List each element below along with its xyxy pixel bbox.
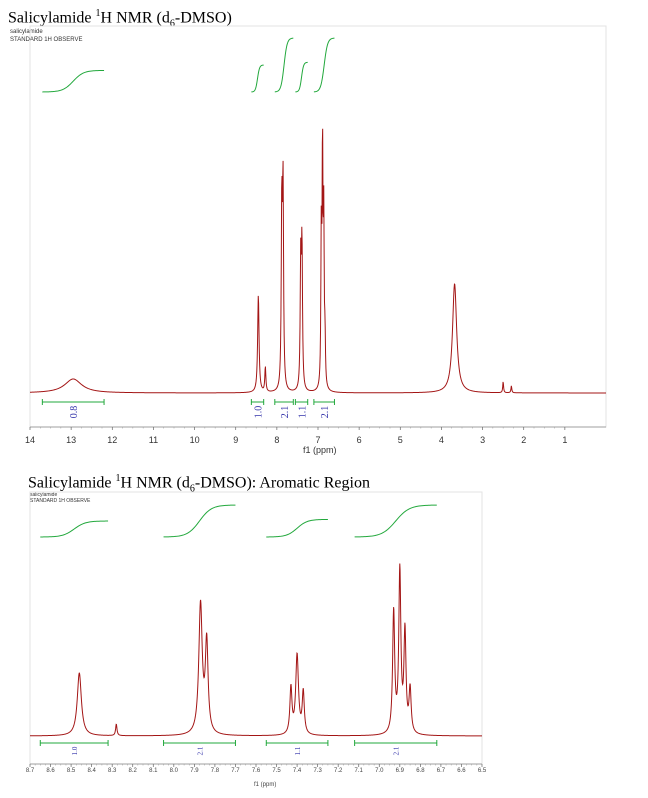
- full-x-tick-label: 14: [25, 435, 35, 445]
- title-text-end: -DMSO): [174, 9, 232, 27]
- arom-integral-label: 2.1: [197, 746, 205, 755]
- arom-x-tick-label: 7.8: [211, 768, 220, 774]
- arom-x-tick-label: 8.7: [26, 768, 35, 774]
- arom-x-tick-label: 8.2: [129, 768, 138, 774]
- chart-title-full: Salicylamide 1H NMR (d6-DMSO): [8, 8, 232, 30]
- chart-title-aromatic: Salicylamide 1H NMR (d6-DMSO): Aromatic …: [28, 473, 370, 495]
- full-x-tick-label: 3: [480, 435, 485, 445]
- arom-integral-label: 1.1: [294, 746, 302, 755]
- arom-x-tick-label: 6.6: [457, 768, 466, 774]
- full-x-tick-label: 7: [315, 435, 320, 445]
- arom-x-tick-label: 8.6: [46, 768, 55, 774]
- full-integral-label: 1.1: [298, 406, 309, 419]
- experiment-name-2: STANDARD 1H OBSERVE: [30, 498, 91, 504]
- arom-integral-curve: [266, 518, 328, 538]
- x-axis-label-aromatic: f1 (ppm): [254, 782, 277, 788]
- arom-x-tick-label: 7.2: [334, 768, 343, 774]
- full-x-tick-label: 11: [149, 435, 158, 445]
- arom-x-tick-label: 6.7: [437, 768, 446, 774]
- arom-x-tick-label: 7.0: [375, 768, 384, 774]
- experiment-name: STANDARD 1H OBSERVE: [10, 37, 83, 43]
- full-integral-label: 2.1: [320, 406, 331, 419]
- full-x-tick-label: 13: [66, 435, 76, 445]
- arom-x-tick-label: 7.1: [355, 768, 364, 774]
- arom-x-tick-label: 8.3: [108, 768, 117, 774]
- arom-x-tick-label: 7.9: [190, 768, 199, 774]
- x-axis-label-full: f1 (ppm): [303, 445, 337, 455]
- full-x-tick-label: 1: [562, 435, 567, 445]
- full-integral-curve: [313, 37, 335, 93]
- full-integral-curve: [251, 64, 264, 93]
- title-subscript: 6: [169, 18, 175, 30]
- full-x-tick-label: 10: [190, 435, 200, 445]
- full-spectrum-line: [29, 128, 606, 394]
- full-x-tick-label: 5: [398, 435, 403, 445]
- full-x-tick-label: 6: [357, 435, 362, 445]
- title-text-mid: H NMR (d: [100, 9, 170, 27]
- title2-text: Salicylamide: [28, 474, 116, 492]
- arom-x-tick-label: 7.4: [293, 768, 302, 774]
- arom-x-tick-label: 7.6: [252, 768, 261, 774]
- full-integral-curve: [295, 61, 308, 93]
- sample-name: salicylamide: [10, 29, 43, 35]
- sample-name-2: salicylamide: [30, 492, 58, 498]
- title2-text-mid: H NMR (d: [120, 474, 190, 492]
- title-superscript: 1: [95, 8, 101, 19]
- arom-x-tick-label: 7.3: [313, 768, 322, 774]
- full-x-tick-label: 8: [274, 435, 279, 445]
- arom-x-tick-label: 6.8: [416, 768, 425, 774]
- spectrum-full-plot: 14 13 12 11 10 9 8 7 6 5 4 3 2 1 0.8 1.0 2.1 1.1 2.1: [25, 25, 607, 445]
- full-integral-curve: [274, 37, 294, 93]
- arom-x-tick-label: 6.5: [478, 768, 487, 774]
- arom-x-tick-label: 6.9: [396, 768, 405, 774]
- arom-x-tick-label: 8.4: [87, 768, 96, 774]
- arom-frame: [29, 491, 483, 765]
- full-integral-label: 1.0: [254, 406, 265, 419]
- arom-x-tick-label: 8.1: [149, 768, 158, 774]
- full-integral-label: 2.1: [280, 406, 291, 419]
- full-x-tick-label: 4: [439, 435, 444, 445]
- full-x-tick-label: 2: [521, 435, 526, 445]
- arom-integral-curve: [354, 504, 437, 538]
- arom-x-tick-label: 8.5: [67, 768, 76, 774]
- arom-spectrum-line: [29, 563, 482, 737]
- full-x-tick-label: 9: [233, 435, 238, 445]
- title-text: Salicylamide: [8, 9, 96, 27]
- arom-integral-curve: [163, 504, 236, 538]
- title2-superscript: 1: [115, 473, 121, 484]
- full-integral-curve: [42, 69, 105, 93]
- arom-x-tick-label: 7.5: [272, 768, 281, 774]
- full-integral-label: 0.8: [69, 406, 80, 419]
- full-x-tick-label: 12: [107, 435, 117, 445]
- title2-subscript: 6: [189, 483, 195, 495]
- arom-x-tick-label: 8.0: [170, 768, 179, 774]
- title2-text-end: -DMSO): Aromatic Region: [194, 474, 370, 492]
- arom-integral-label: 1.0: [71, 746, 79, 755]
- arom-x-tick-label: 7.7: [231, 768, 240, 774]
- arom-integral-label: 2.1: [393, 746, 401, 755]
- arom-integral-curve: [40, 520, 109, 538]
